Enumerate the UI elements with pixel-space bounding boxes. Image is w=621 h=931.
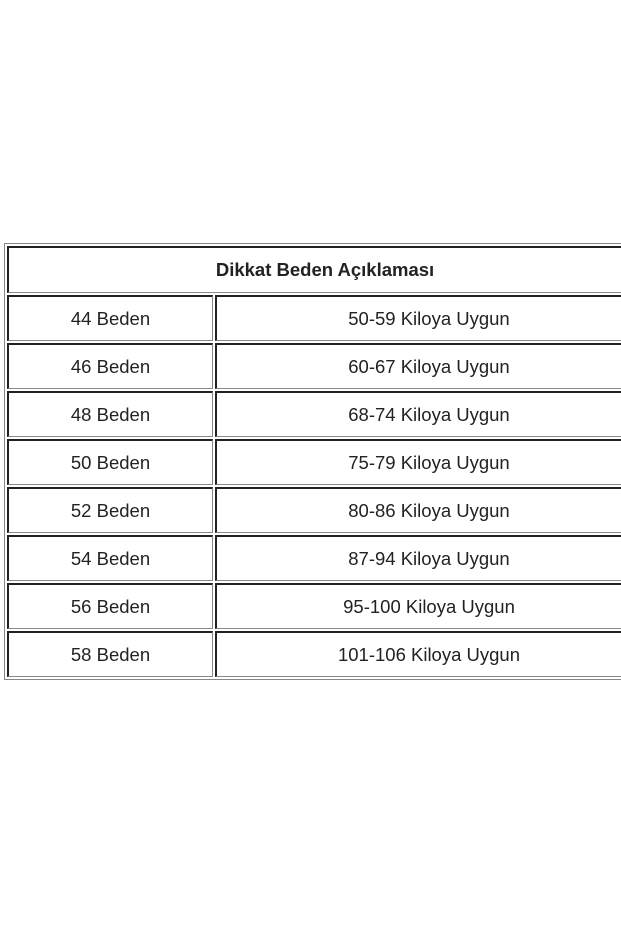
table-row: 44 Beden 50-59 Kiloya Uygun — [7, 295, 621, 341]
size-cell: 58 Beden — [7, 631, 213, 677]
table-row: 48 Beden 68-74 Kiloya Uygun — [7, 391, 621, 437]
size-cell: 50 Beden — [7, 439, 213, 485]
weight-range-cell: 60-67 Kiloya Uygun — [215, 343, 621, 389]
size-cell: 52 Beden — [7, 487, 213, 533]
weight-range-cell: 75-79 Kiloya Uygun — [215, 439, 621, 485]
table-header-row: Dikkat Beden Açıklaması — [7, 246, 621, 293]
size-cell: 48 Beden — [7, 391, 213, 437]
table-row: 50 Beden 75-79 Kiloya Uygun — [7, 439, 621, 485]
size-cell: 46 Beden — [7, 343, 213, 389]
table-row: 56 Beden 95-100 Kiloya Uygun — [7, 583, 621, 629]
weight-range-cell: 95-100 Kiloya Uygun — [215, 583, 621, 629]
size-cell: 54 Beden — [7, 535, 213, 581]
weight-range-cell: 68-74 Kiloya Uygun — [215, 391, 621, 437]
size-cell: 44 Beden — [7, 295, 213, 341]
size-chart-table: Dikkat Beden Açıklaması 44 Beden 50-59 Ki… — [4, 243, 621, 680]
weight-range-cell: 101-106 Kiloya Uygun — [215, 631, 621, 677]
table-row: 46 Beden 60-67 Kiloya Uygun — [7, 343, 621, 389]
size-cell: 56 Beden — [7, 583, 213, 629]
weight-range-cell: 80-86 Kiloya Uygun — [215, 487, 621, 533]
table-row: 58 Beden 101-106 Kiloya Uygun — [7, 631, 621, 677]
weight-range-cell: 87-94 Kiloya Uygun — [215, 535, 621, 581]
weight-range-cell: 50-59 Kiloya Uygun — [215, 295, 621, 341]
table-row: 54 Beden 87-94 Kiloya Uygun — [7, 535, 621, 581]
table-row: 52 Beden 80-86 Kiloya Uygun — [7, 487, 621, 533]
table-title: Dikkat Beden Açıklaması — [7, 246, 621, 293]
